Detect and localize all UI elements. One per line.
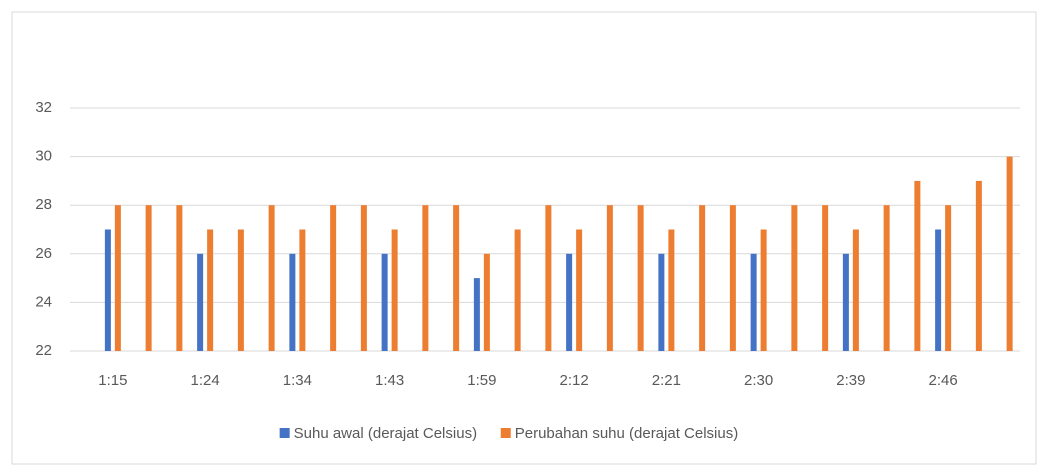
bar bbox=[883, 205, 890, 351]
bar bbox=[207, 229, 214, 351]
x-tick-label: 1:43 bbox=[375, 372, 404, 389]
bar bbox=[237, 229, 244, 351]
bar bbox=[975, 180, 982, 351]
bar bbox=[514, 229, 521, 351]
bar bbox=[381, 253, 388, 351]
bar bbox=[576, 229, 583, 351]
bar bbox=[914, 180, 921, 351]
bar bbox=[145, 205, 152, 351]
legend-label: Perubahan suhu (derajat Celsius) bbox=[515, 425, 738, 442]
bar bbox=[729, 205, 736, 351]
x-tick-label: 1:59 bbox=[467, 372, 496, 389]
bar bbox=[299, 229, 306, 351]
bar bbox=[483, 253, 490, 351]
chart-frame bbox=[11, 11, 1037, 465]
bar bbox=[791, 205, 798, 351]
bar bbox=[453, 205, 460, 351]
bar bbox=[842, 253, 849, 351]
bar bbox=[658, 253, 665, 351]
bar bbox=[606, 205, 613, 351]
bar bbox=[750, 253, 757, 351]
bar bbox=[566, 253, 573, 351]
y-tick-label: 30 bbox=[35, 148, 52, 165]
bar bbox=[1006, 156, 1013, 351]
x-tick-label: 1:15 bbox=[98, 372, 127, 389]
x-tick-label: 1:34 bbox=[283, 372, 312, 389]
bar bbox=[268, 205, 275, 351]
bar bbox=[945, 205, 952, 351]
x-tick-label: 2:30 bbox=[744, 372, 773, 389]
bar bbox=[330, 205, 337, 351]
bar bbox=[197, 253, 204, 351]
y-tick-label: 24 bbox=[35, 293, 52, 310]
bar bbox=[289, 253, 296, 351]
bar bbox=[668, 229, 675, 351]
bar bbox=[852, 229, 859, 351]
x-tick-label: 2:21 bbox=[652, 372, 681, 389]
x-tick-label: 2:46 bbox=[929, 372, 958, 389]
y-tick-label: 26 bbox=[35, 245, 52, 262]
bar bbox=[760, 229, 767, 351]
bar bbox=[935, 229, 942, 351]
legend-label: Suhu awal (derajat Celsius) bbox=[294, 425, 477, 442]
legend-swatch bbox=[500, 428, 511, 438]
bar bbox=[699, 205, 706, 351]
bar bbox=[822, 205, 829, 351]
bar bbox=[422, 205, 429, 351]
bar bbox=[545, 205, 552, 351]
x-tick-label: 2:39 bbox=[836, 372, 865, 389]
bar bbox=[114, 205, 121, 351]
x-tick-label: 2:12 bbox=[560, 372, 589, 389]
bar bbox=[104, 229, 111, 351]
x-tick-label: 1:24 bbox=[191, 372, 220, 389]
y-tick-label: 22 bbox=[35, 342, 52, 359]
y-tick-label: 32 bbox=[35, 99, 52, 116]
bar bbox=[360, 205, 367, 351]
y-tick-label: 28 bbox=[35, 196, 52, 213]
bar bbox=[637, 205, 644, 351]
bar bbox=[176, 205, 183, 351]
legend-swatch bbox=[279, 428, 290, 438]
bar bbox=[473, 278, 480, 351]
bar bbox=[391, 229, 398, 351]
